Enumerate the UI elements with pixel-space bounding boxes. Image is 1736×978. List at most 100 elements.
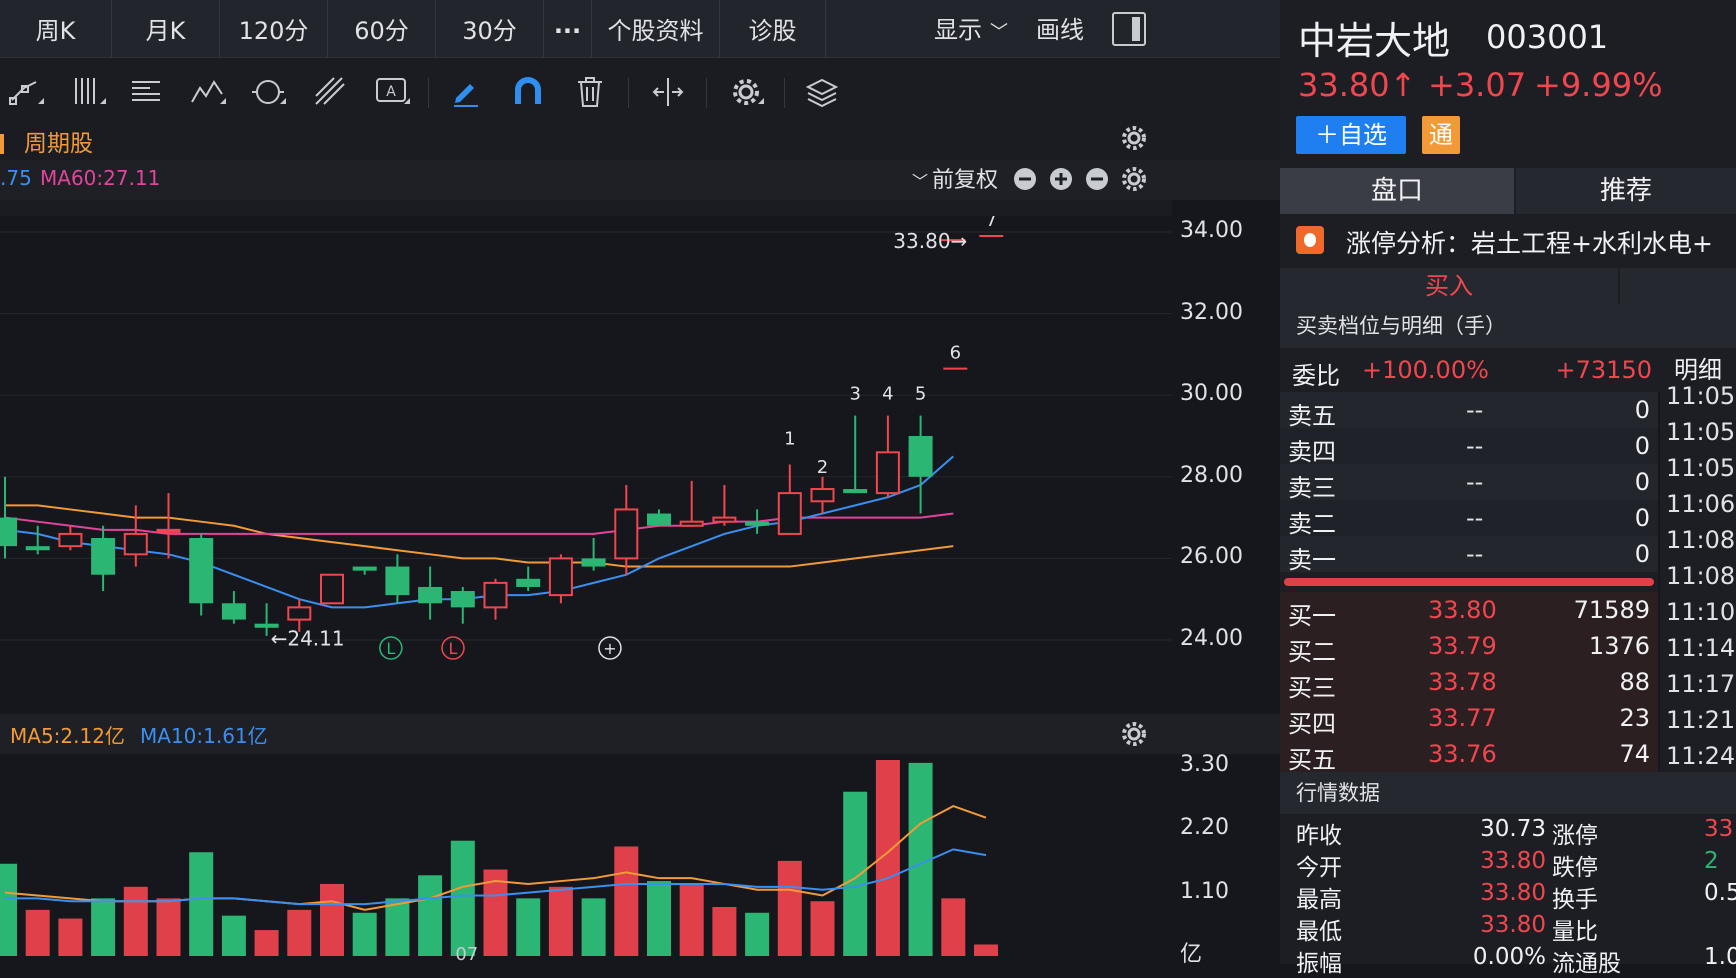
volume-bar[interactable] bbox=[777, 860, 802, 956]
collapse-icon[interactable] bbox=[1084, 166, 1110, 192]
candle-body[interactable] bbox=[516, 578, 541, 587]
layers-icon[interactable] bbox=[800, 70, 844, 114]
candlestick-chart[interactable]: 1 2 3 4 5 6 7 33.80→ ←24.11 L L + bbox=[0, 216, 1172, 714]
candle-body[interactable] bbox=[548, 557, 573, 597]
cycle-icon[interactable] bbox=[246, 70, 290, 114]
tab-recommend[interactable]: 推荐 bbox=[1516, 168, 1736, 214]
volume-bar[interactable] bbox=[483, 869, 508, 956]
candle-body[interactable] bbox=[352, 566, 377, 571]
volume-bar[interactable] bbox=[810, 901, 835, 956]
volume-bar[interactable] bbox=[679, 883, 704, 956]
candle-body[interactable] bbox=[712, 516, 737, 523]
gear-icon[interactable] bbox=[1120, 720, 1148, 748]
candle-body[interactable] bbox=[908, 436, 933, 477]
marker-circle[interactable] bbox=[598, 636, 622, 660]
volume-bar[interactable] bbox=[385, 898, 410, 956]
sell-level-row[interactable]: 卖二 -- 0 bbox=[1280, 500, 1660, 538]
candle-body[interactable] bbox=[418, 586, 443, 604]
vertical-lines-icon[interactable] bbox=[66, 70, 110, 114]
volume-bar[interactable] bbox=[287, 909, 312, 956]
tab-month-k[interactable]: 月K bbox=[112, 0, 220, 58]
trash-icon[interactable] bbox=[568, 70, 612, 114]
volume-bar[interactable] bbox=[450, 840, 475, 956]
panel-toggle-icon[interactable] bbox=[1112, 12, 1146, 46]
candle-body[interactable] bbox=[843, 489, 868, 494]
tab-orderbook[interactable]: 盘口 bbox=[1280, 168, 1514, 214]
candle-body[interactable] bbox=[679, 520, 704, 527]
candle-body[interactable] bbox=[123, 532, 148, 556]
volume-bar[interactable] bbox=[941, 898, 966, 956]
tab-stock-info[interactable]: 个股资料 bbox=[592, 0, 720, 58]
buy-level-row[interactable]: 买五 33.76 74 bbox=[1280, 736, 1660, 774]
settings-icon[interactable] bbox=[724, 70, 768, 114]
candle-body[interactable] bbox=[810, 488, 835, 503]
candle-body[interactable] bbox=[320, 573, 344, 605]
zoom-in-icon[interactable] bbox=[1048, 166, 1074, 192]
tab-60min[interactable]: 60分 bbox=[328, 0, 436, 58]
adjust-dropdown[interactable]: ﹀ 前复权 bbox=[912, 162, 998, 194]
more-tabs-button[interactable]: ··· bbox=[544, 0, 592, 58]
candle-body[interactable] bbox=[385, 566, 410, 596]
line-draw-icon[interactable] bbox=[4, 70, 48, 114]
volume-bar[interactable] bbox=[581, 898, 606, 956]
volume-bar[interactable] bbox=[516, 898, 541, 956]
tab-120min[interactable]: 120分 bbox=[220, 0, 328, 58]
tab-week-k[interactable]: 周K bbox=[0, 0, 112, 58]
text-box-icon[interactable]: A bbox=[370, 70, 414, 114]
marker-circle[interactable] bbox=[379, 636, 403, 660]
candle-body[interactable] bbox=[254, 623, 279, 628]
volume-bar[interactable] bbox=[418, 875, 443, 956]
volume-bar[interactable] bbox=[58, 918, 83, 956]
candle-body[interactable] bbox=[156, 528, 181, 533]
sell-tab[interactable] bbox=[1620, 268, 1736, 304]
tong-badge[interactable]: 通 bbox=[1422, 116, 1460, 154]
buy-tab[interactable]: 买入 bbox=[1280, 268, 1618, 304]
tab-diagnosis[interactable]: 诊股 bbox=[720, 0, 826, 58]
candle-body[interactable] bbox=[450, 591, 475, 608]
candle-body[interactable] bbox=[221, 603, 246, 620]
split-icon[interactable] bbox=[646, 70, 690, 114]
candle-body[interactable] bbox=[287, 606, 312, 621]
tab-30min[interactable]: 30分 bbox=[436, 0, 544, 58]
wave-icon[interactable] bbox=[186, 70, 230, 114]
candle-body[interactable] bbox=[777, 492, 802, 535]
text-lines-icon[interactable] bbox=[124, 70, 168, 114]
candle-body[interactable] bbox=[25, 546, 50, 551]
draw-line-button[interactable]: 画线 bbox=[1036, 16, 1084, 44]
volume-bar[interactable] bbox=[320, 883, 344, 956]
volume-bar[interactable] bbox=[974, 944, 998, 956]
sell-level-row[interactable]: 卖四 -- 0 bbox=[1280, 428, 1660, 466]
volume-bar[interactable] bbox=[25, 909, 50, 956]
pen-icon[interactable] bbox=[444, 70, 488, 114]
fibonacci-icon[interactable] bbox=[308, 70, 352, 114]
candle-body[interactable] bbox=[647, 513, 671, 526]
sell-level-row[interactable]: 卖五 -- 0 bbox=[1280, 392, 1660, 430]
candle-body[interactable] bbox=[745, 521, 770, 526]
candle-body[interactable] bbox=[614, 508, 639, 560]
volume-bar[interactable] bbox=[189, 852, 214, 956]
magnet-icon[interactable] bbox=[506, 70, 550, 114]
gear-icon[interactable] bbox=[1120, 124, 1148, 152]
sell-level-row[interactable]: 卖三 -- 0 bbox=[1280, 464, 1660, 502]
volume-bar[interactable] bbox=[91, 898, 116, 956]
candle-body[interactable] bbox=[875, 451, 900, 495]
tag-label[interactable]: 周期股 bbox=[24, 131, 93, 157]
buy-level-row[interactable]: 买二 33.79 1376 bbox=[1280, 628, 1660, 666]
candle-body[interactable] bbox=[91, 538, 116, 575]
zoom-out-icon[interactable] bbox=[1012, 166, 1038, 192]
volume-bar[interactable] bbox=[254, 930, 279, 956]
buy-level-row[interactable]: 买一 33.80 71589 bbox=[1280, 592, 1660, 630]
candle-body[interactable] bbox=[581, 558, 606, 567]
candle-body[interactable] bbox=[189, 538, 214, 604]
volume-bar[interactable] bbox=[614, 846, 639, 956]
volume-bar[interactable] bbox=[712, 907, 737, 956]
limit-analysis-row[interactable]: 涨停分析：岩土工程+水利水电+ bbox=[1280, 216, 1736, 264]
sell-level-row[interactable]: 卖一 -- 0 bbox=[1280, 536, 1660, 574]
volume-chart[interactable]: 07 bbox=[0, 754, 1172, 964]
volume-bar[interactable] bbox=[548, 886, 573, 956]
volume-bar[interactable] bbox=[352, 912, 377, 956]
volume-bar[interactable] bbox=[156, 898, 181, 956]
buy-level-row[interactable]: 买三 33.78 88 bbox=[1280, 664, 1660, 702]
buy-level-row[interactable]: 买四 33.77 23 bbox=[1280, 700, 1660, 738]
volume-bar[interactable] bbox=[745, 912, 770, 956]
